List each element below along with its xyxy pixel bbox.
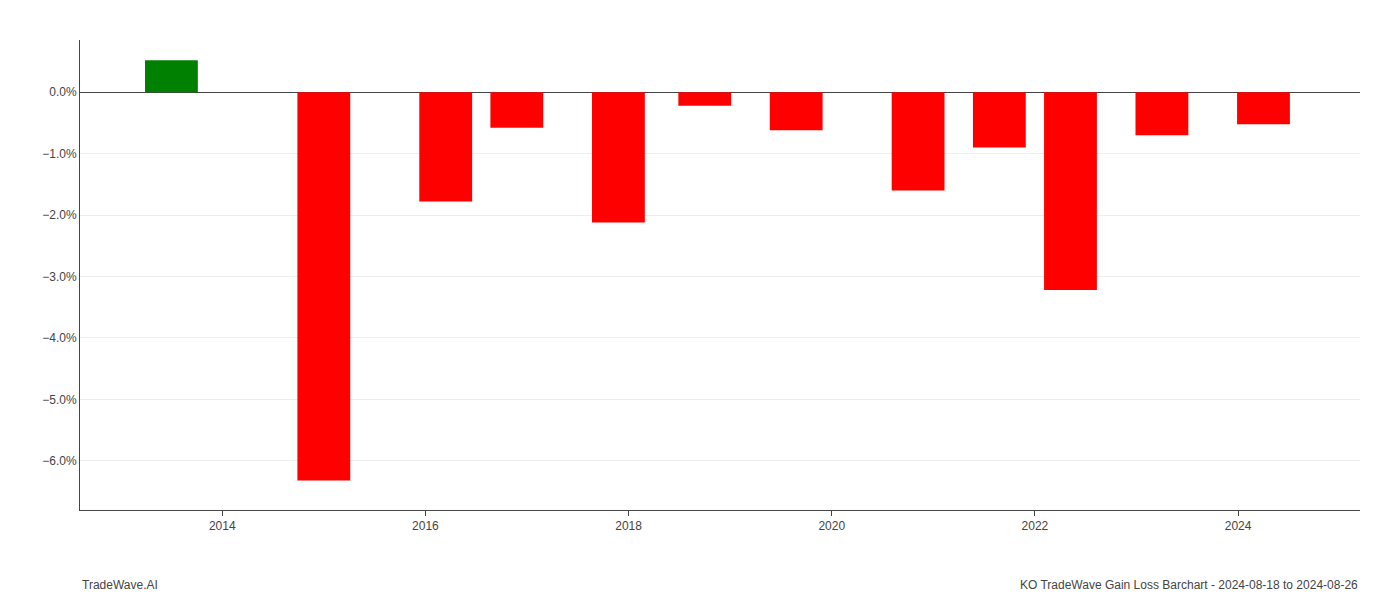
svg-text:2024: 2024 (1225, 519, 1252, 533)
svg-text:TradeWave.AI: TradeWave.AI (82, 578, 158, 592)
svg-text:−4.0%: −4.0% (42, 331, 77, 345)
svg-text:0.0%: 0.0% (49, 85, 77, 99)
svg-text:2020: 2020 (818, 519, 845, 533)
svg-text:−2.0%: −2.0% (42, 208, 77, 222)
svg-text:−3.0%: −3.0% (42, 270, 77, 284)
svg-text:−6.0%: −6.0% (42, 454, 77, 468)
svg-text:2016: 2016 (412, 519, 439, 533)
svg-text:KO TradeWave Gain Loss Barchar: KO TradeWave Gain Loss Barchart - 2024-0… (1020, 578, 1358, 592)
svg-text:−5.0%: −5.0% (42, 393, 77, 407)
svg-text:−1.0%: −1.0% (42, 147, 77, 161)
svg-text:2014: 2014 (209, 519, 236, 533)
svg-text:2022: 2022 (1022, 519, 1049, 533)
svg-text:2018: 2018 (615, 519, 642, 533)
